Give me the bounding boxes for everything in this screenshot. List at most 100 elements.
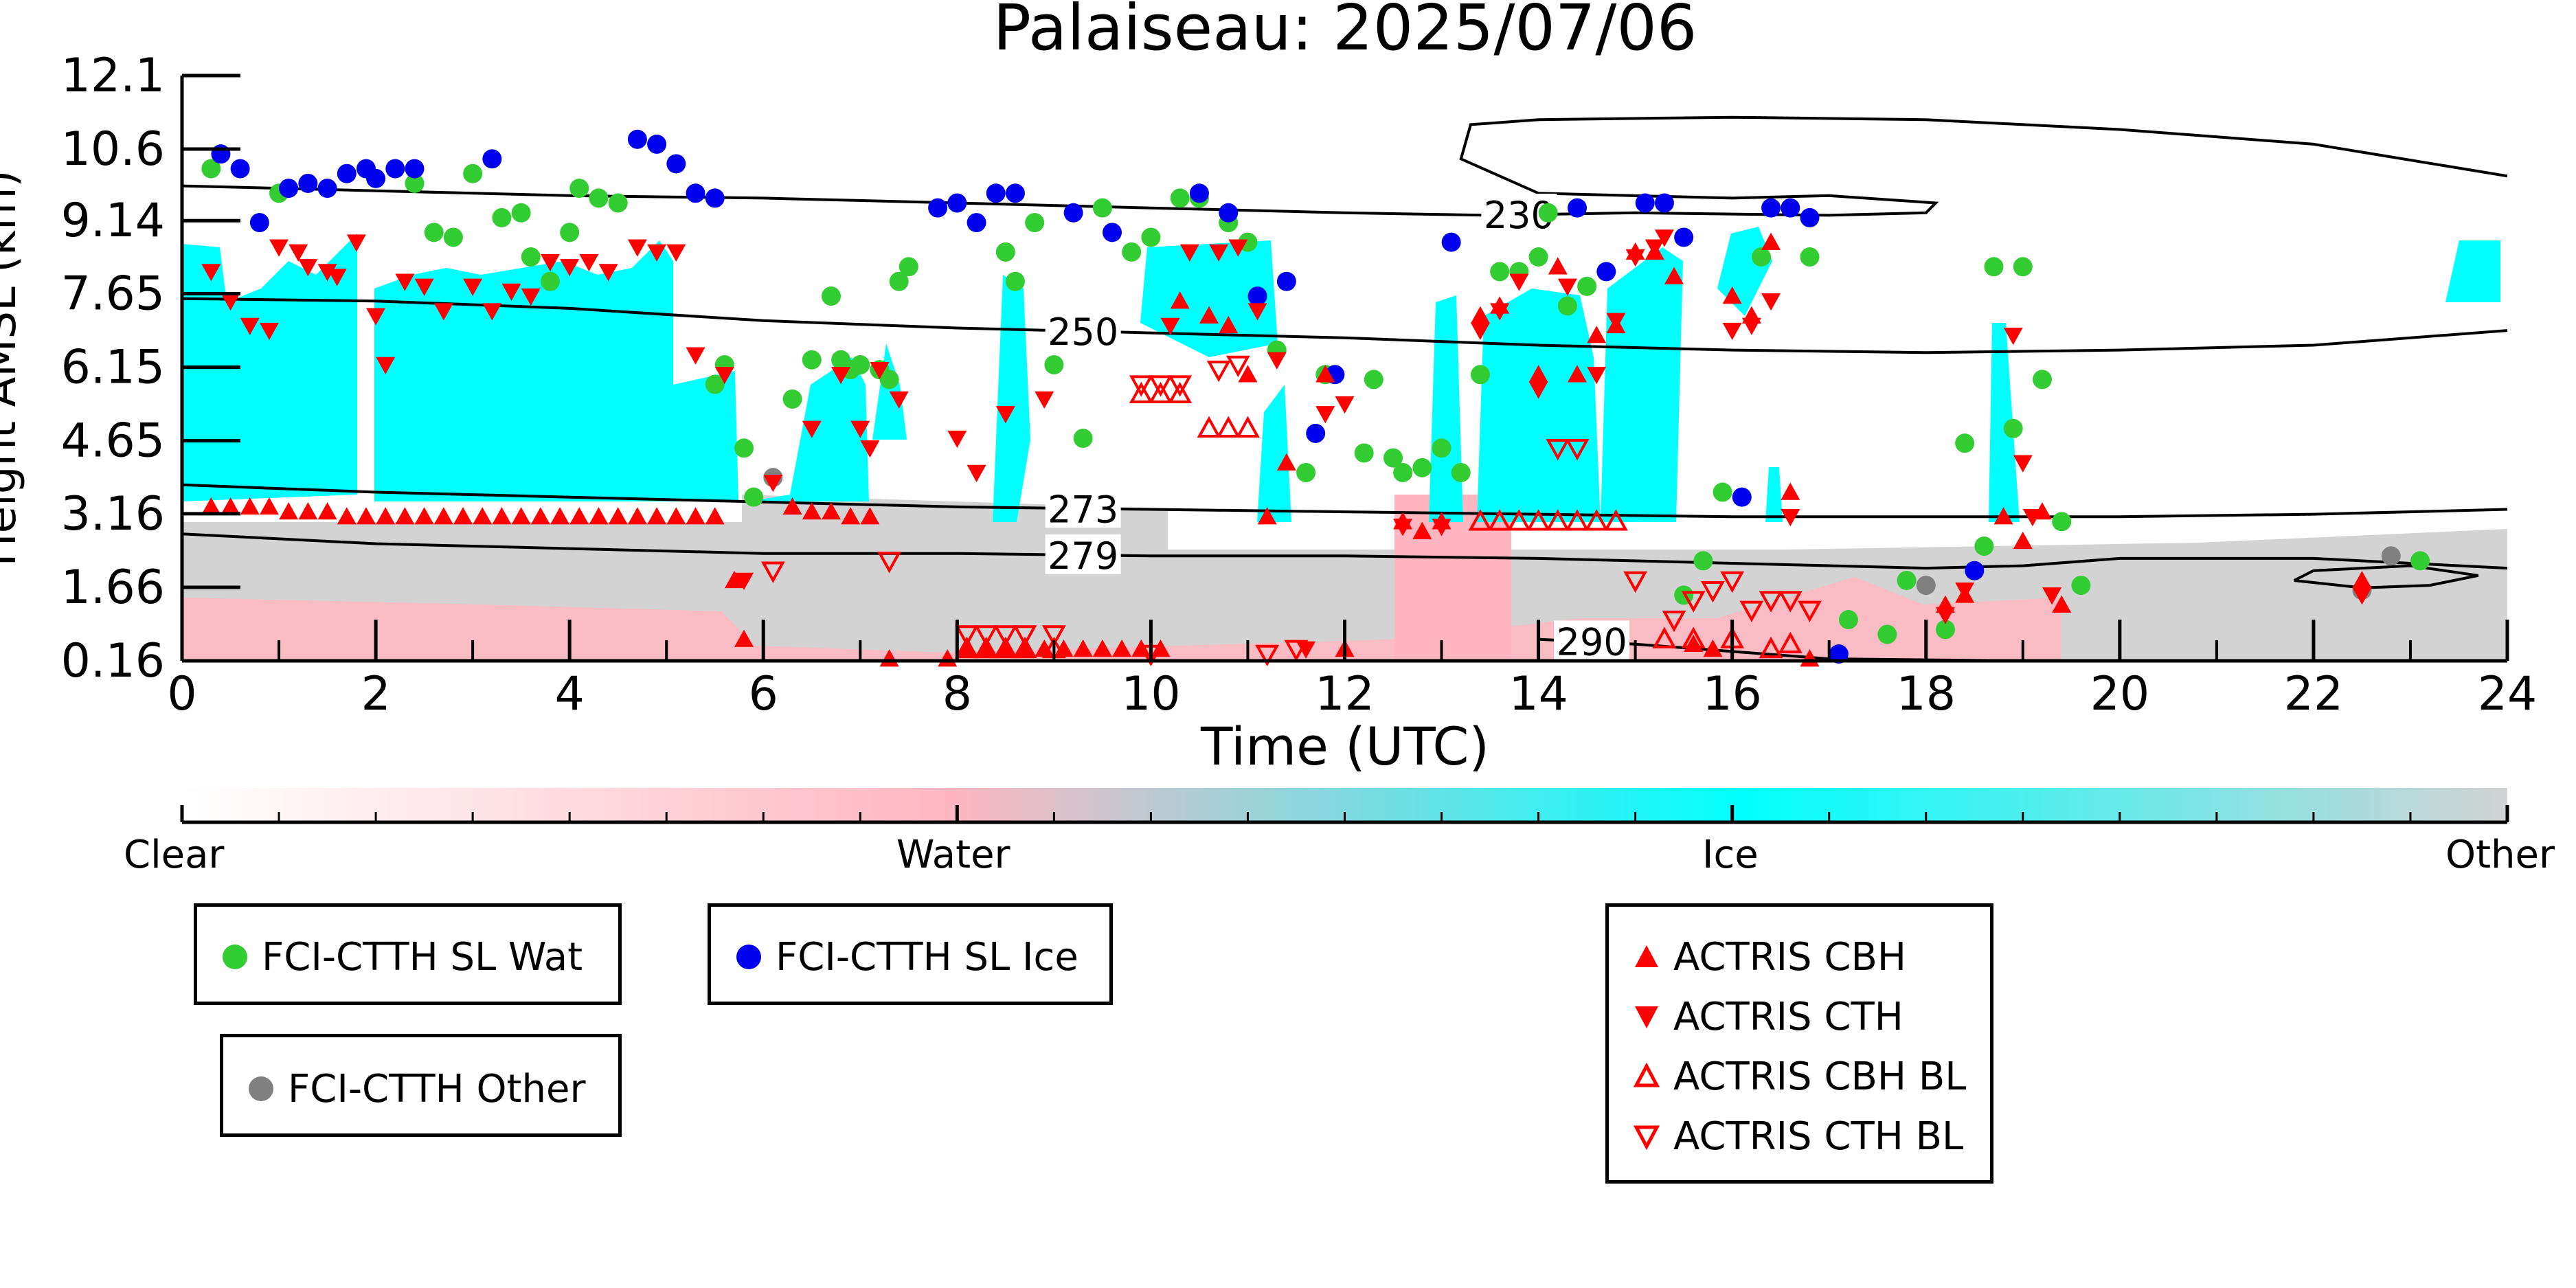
data-point [782, 497, 802, 515]
legend-actris: ACTRIS CBH ACTRIS CTH ACTRIS CBH BL ACTR… [1605, 903, 1993, 1184]
data-point [482, 303, 502, 321]
data-point [1393, 519, 1413, 536]
data-point [1984, 257, 2004, 277]
data-point [259, 322, 279, 341]
x-tick-label: 6 [749, 667, 778, 721]
data-point [1189, 183, 1209, 203]
data-point [1005, 271, 1025, 291]
data-point [995, 242, 1015, 262]
data-point [1412, 457, 1432, 477]
data-point [1993, 507, 2013, 525]
data-point [1035, 391, 1054, 409]
legend-label-cbh: ACTRIS CBH [1673, 934, 1907, 980]
data-point [879, 370, 899, 389]
data-point [1168, 375, 1193, 397]
data-point [433, 507, 453, 525]
data-point [1838, 610, 1858, 630]
data-point [1170, 188, 1190, 208]
data-point [1315, 406, 1335, 424]
data-point [2013, 531, 2033, 550]
data-point [1654, 193, 1674, 213]
y-tick-label: 0.16 [61, 634, 165, 688]
data-point [560, 259, 580, 277]
data-point [782, 389, 802, 409]
data-point [1681, 626, 1706, 648]
data-point [259, 497, 279, 515]
data-point [1778, 591, 1803, 613]
data-point [1238, 365, 1258, 383]
data-point [1284, 640, 1309, 662]
data-point [1149, 375, 1173, 397]
data-point [831, 367, 851, 385]
red-triangle-down-open-icon [1633, 1125, 1660, 1151]
data-point [1044, 355, 1064, 375]
data-point [1451, 462, 1471, 482]
data-point [627, 129, 647, 149]
data-point [1199, 306, 1219, 324]
data-point [289, 244, 308, 262]
data-point [463, 278, 483, 296]
data-point [1432, 438, 1451, 458]
red-triangle-up-icon [1635, 945, 1658, 967]
data-point [1092, 198, 1112, 218]
data-point [627, 507, 647, 525]
data-point [705, 374, 725, 394]
data-point [986, 183, 1006, 203]
legend-fci-ice: FCI-CTTH SL Ice [708, 903, 1113, 1005]
series-actris-cth [201, 229, 2372, 659]
data-point [860, 440, 880, 458]
data-point [1565, 509, 1590, 531]
data-point [686, 507, 705, 525]
data-point [1781, 198, 1800, 218]
data-point [1179, 244, 1199, 262]
y-tick-label: 12.1 [61, 49, 165, 103]
data-point [1216, 416, 1241, 438]
data-point [734, 629, 754, 647]
data-point [279, 179, 299, 199]
x-tick-label: 14 [1509, 667, 1568, 721]
contour-label-bg [1045, 488, 1121, 528]
data-point [211, 144, 231, 164]
data-point [1587, 367, 1607, 385]
data-point [1761, 198, 1781, 218]
data-point [802, 420, 822, 438]
data-point [1103, 223, 1122, 242]
data-point [2033, 370, 2052, 389]
data-point [821, 502, 841, 520]
data-point [1506, 509, 1531, 531]
red-triangle-down-icon [1635, 1006, 1658, 1028]
data-point [1025, 213, 1045, 233]
data-point [501, 283, 521, 301]
data-point [947, 430, 967, 449]
data-point [889, 391, 909, 409]
data-point [1393, 462, 1413, 482]
data-point [473, 507, 493, 525]
data-point [1149, 381, 1173, 404]
data-point [492, 207, 512, 227]
data-point [327, 269, 347, 286]
data-point [1247, 286, 1267, 306]
data-point [511, 203, 531, 223]
data-point [1197, 416, 1221, 438]
data-point [1073, 639, 1093, 657]
x-tick-label: 20 [2090, 667, 2150, 721]
data-point [928, 198, 948, 218]
ice-region-6 [1140, 240, 1278, 357]
data-point [1296, 641, 1316, 659]
data-point [1568, 198, 1587, 218]
data-point [1054, 639, 1074, 657]
ice-region-5 [993, 275, 1030, 522]
data-point [279, 502, 299, 520]
data-point [1315, 365, 1335, 383]
data-point [317, 264, 337, 282]
data-point [1606, 313, 1626, 330]
series-fci-ctth-sl-wat [201, 159, 2430, 644]
data-point [2042, 587, 2062, 605]
data-point [955, 625, 979, 647]
data-point [414, 507, 434, 525]
legend-label-wat: FCI-CTTH SL Wat [262, 934, 583, 980]
data-point [1674, 227, 1694, 247]
data-point [1741, 317, 1761, 335]
data-point [1720, 571, 1745, 594]
